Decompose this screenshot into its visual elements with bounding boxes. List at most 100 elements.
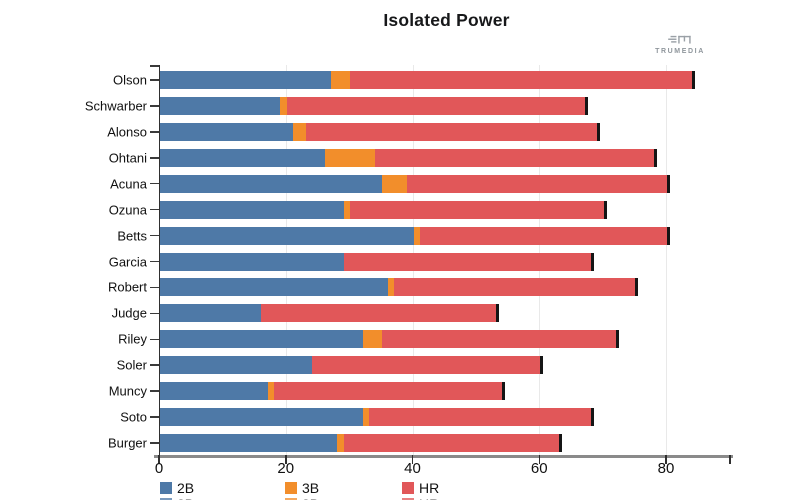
bar-endcap	[692, 71, 696, 89]
bar-segment-hr[interactable]	[305, 122, 598, 141]
bar-endcap	[597, 122, 601, 141]
player-label: Robert	[107, 279, 147, 295]
player-tick	[150, 182, 159, 185]
bar-segment-hr[interactable]	[419, 226, 667, 245]
bar-segment-2b[interactable]	[160, 434, 338, 453]
bar-segment-hr[interactable]	[381, 330, 617, 349]
bar-segment-3b[interactable]	[362, 330, 382, 349]
bar-row-acuna	[160, 174, 670, 193]
bar-segment-hr[interactable]	[312, 356, 541, 375]
x-axis-tick-label: 80	[657, 460, 675, 477]
bar-endcap	[603, 200, 607, 219]
player-tick	[150, 234, 159, 237]
bar-segment-hr[interactable]	[274, 382, 503, 401]
bar-segment-2b[interactable]	[160, 122, 294, 141]
x-axis-tick	[665, 455, 667, 464]
bar-segment-2b[interactable]	[160, 71, 332, 89]
player-tick	[150, 416, 159, 418]
bar-segment-2b[interactable]	[160, 304, 262, 323]
bar-segment-2b[interactable]	[160, 226, 414, 245]
bar-segment-hr[interactable]	[350, 200, 604, 219]
legend-item-2b[interactable]: 2B	[160, 497, 194, 500]
x-axis-tick-label: 0	[154, 460, 164, 477]
legend-item-hr[interactable]: HR	[402, 481, 439, 495]
bar-row-betts	[160, 226, 670, 245]
bar-segment-3b[interactable]	[331, 71, 351, 89]
bar-segment-2b[interactable]	[160, 252, 344, 271]
legend-item-3b[interactable]: 3B	[285, 497, 319, 500]
legend-item-hr[interactable]: HR	[402, 497, 439, 500]
legend-item-2b[interactable]: 2B	[160, 481, 194, 495]
bar-segment-hr[interactable]	[394, 278, 636, 297]
bar-segment-hr[interactable]	[369, 408, 591, 427]
bar-segment-hr[interactable]	[343, 252, 591, 271]
bar-segment-3b[interactable]	[388, 278, 395, 297]
player-tick	[150, 79, 159, 81]
bar-segment-3b[interactable]	[293, 122, 306, 141]
bar-segment-3b[interactable]	[413, 226, 420, 245]
bar-row-soto	[160, 408, 594, 427]
legend-label: HR	[419, 480, 440, 496]
bar-row-garcia	[160, 252, 594, 271]
bar-segment-2b[interactable]	[160, 200, 344, 219]
bar-segment-hr[interactable]	[343, 434, 560, 453]
legend-item-3b[interactable]: 3B	[285, 481, 319, 495]
bar-segment-3b[interactable]	[267, 382, 275, 401]
gridline	[666, 65, 667, 455]
bar-segment-hr[interactable]	[350, 71, 693, 89]
bar-segment-3b[interactable]	[280, 96, 287, 115]
bar-segment-hr[interactable]	[261, 304, 496, 323]
bar-endcap	[584, 96, 588, 115]
bar-segment-3b[interactable]	[337, 434, 344, 453]
legend: 2B 3B HR	[0, 481, 800, 496]
bar-segment-2b[interactable]	[160, 330, 363, 349]
legend-swatch	[402, 482, 414, 494]
player-label: Muncy	[108, 383, 147, 399]
legend-swatch	[402, 498, 414, 500]
bar-segment-2b[interactable]	[160, 96, 281, 115]
x-axis-tick	[158, 455, 160, 464]
bar-row-burger	[160, 434, 563, 453]
bar-endcap	[590, 252, 594, 271]
trumedia-logo-text: TRUMEDIA	[655, 48, 705, 55]
y-axis-end-tick	[150, 65, 159, 67]
bar-row-alonso	[160, 122, 601, 141]
x-axis-tick-label: 40	[404, 460, 421, 477]
legend-swatch	[160, 482, 172, 494]
legend-label: HR	[419, 497, 439, 500]
bar-segment-hr[interactable]	[286, 96, 585, 115]
bar-segment-2b[interactable]	[160, 382, 268, 401]
chart-title: Isolated Power	[383, 10, 510, 30]
bar-endcap	[559, 434, 563, 453]
player-label: Judge	[111, 305, 147, 321]
legend-label: 3B	[302, 497, 319, 500]
player-label: Soto	[120, 409, 147, 425]
player-label: Olson	[113, 72, 147, 88]
player-tick	[150, 208, 159, 211]
bar-segment-hr[interactable]	[375, 148, 655, 167]
legend-swatch	[160, 498, 172, 500]
player-label: Garcia	[108, 254, 147, 269]
legend-row-clipped: 2B 3B HR	[0, 497, 800, 500]
bar-segment-3b[interactable]	[343, 200, 351, 219]
bar-segment-2b[interactable]	[160, 278, 389, 297]
bar-endcap	[495, 304, 499, 323]
player-tick	[150, 364, 159, 366]
player-label: Burger	[107, 435, 147, 451]
player-tick	[150, 260, 159, 263]
bar-segment-3b[interactable]	[381, 174, 408, 193]
bar-segment-2b[interactable]	[160, 356, 313, 375]
bar-endcap	[590, 408, 594, 427]
bar-segment-2b[interactable]	[160, 148, 325, 167]
bar-segment-3b[interactable]	[362, 408, 370, 427]
player-label: Ohtani	[108, 150, 147, 166]
player-tick	[150, 312, 159, 315]
bar-segment-3b[interactable]	[324, 148, 376, 167]
player-tick	[150, 157, 159, 159]
trumedia-logo: TRUMEDIA	[652, 34, 708, 55]
bar-segment-hr[interactable]	[407, 174, 667, 193]
bar-segment-2b[interactable]	[160, 174, 382, 193]
bar-segment-2b[interactable]	[160, 408, 363, 427]
bar-endcap	[616, 330, 620, 349]
